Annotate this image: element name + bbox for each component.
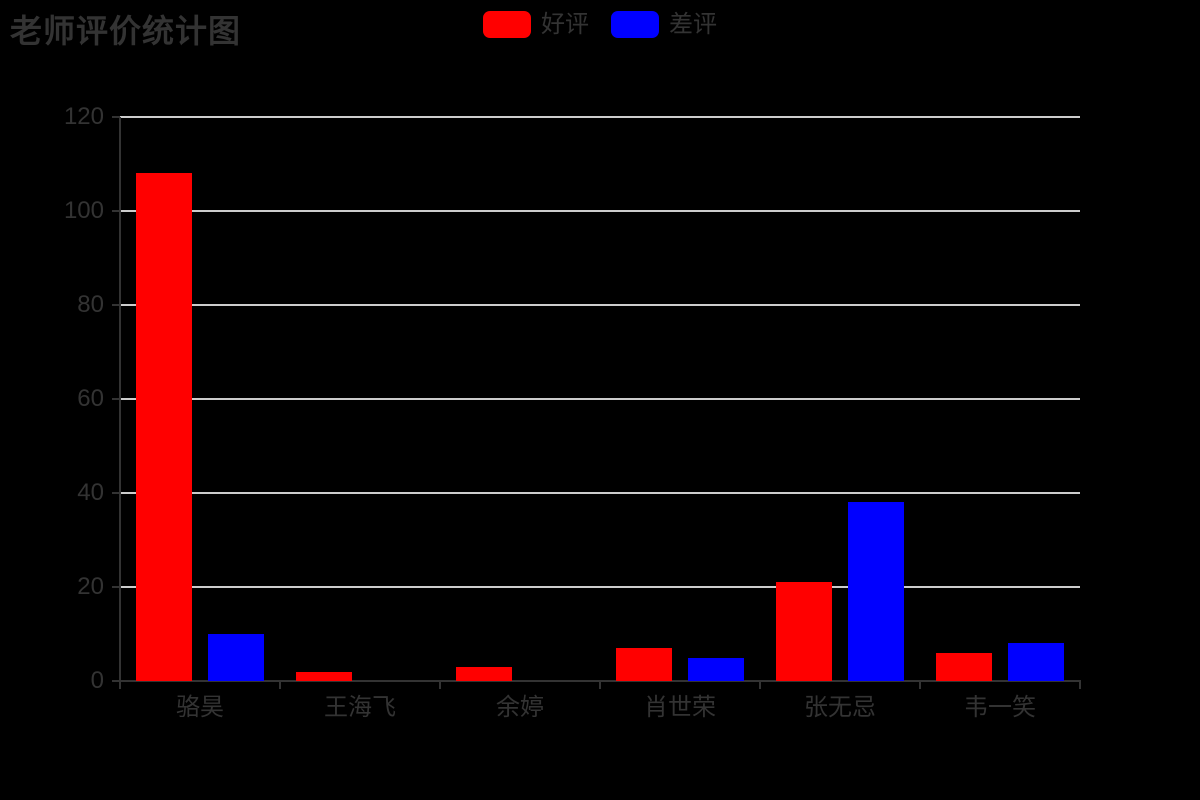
y-axis-label: 80 xyxy=(77,291,104,318)
y-tick xyxy=(112,116,120,118)
y-axis-label: 100 xyxy=(63,197,104,224)
x-tick xyxy=(439,681,441,689)
x-tick xyxy=(599,681,601,689)
x-tick xyxy=(119,681,121,689)
bar-positive-5[interactable] xyxy=(936,652,992,681)
y-axis-line xyxy=(119,117,121,682)
legend-item-positive[interactable]: 好评 xyxy=(483,11,589,38)
bar-positive-2[interactable] xyxy=(456,666,512,681)
chart-title: 老师评价统计图 xyxy=(10,13,242,49)
gridline xyxy=(120,398,1080,400)
bar-negative-4[interactable] xyxy=(848,502,904,681)
x-axis-label: 骆昊 xyxy=(176,694,224,721)
y-axis-label: 60 xyxy=(77,385,104,412)
legend-item-negative[interactable]: 差评 xyxy=(611,11,717,38)
y-axis-label: 40 xyxy=(77,479,104,506)
y-axis-label: 120 xyxy=(63,103,104,130)
bar-negative-0[interactable] xyxy=(208,634,264,681)
x-tick xyxy=(919,681,921,689)
legend: 好评 差评 xyxy=(0,11,1200,38)
x-tick xyxy=(1079,681,1081,689)
bar-positive-4[interactable] xyxy=(776,582,832,681)
y-axis-label: 0 xyxy=(90,667,104,694)
gridline xyxy=(120,116,1080,118)
plot-area: 0 20 40 60 80 100 120 骆昊 王海飞 余婷 肖世荣 张无忌 韦一笑 xyxy=(64,103,1081,721)
y-tick xyxy=(112,210,120,212)
y-tick xyxy=(112,586,120,588)
legend-label-negative: 差评 xyxy=(669,11,717,38)
bar-positive-1[interactable] xyxy=(296,671,352,681)
x-axis-label: 韦一笑 xyxy=(964,694,1036,721)
y-axis-label: 20 xyxy=(77,573,104,600)
x-tick xyxy=(279,681,281,689)
x-tick xyxy=(759,681,761,689)
gridline xyxy=(120,304,1080,306)
x-axis-label: 张无忌 xyxy=(804,694,876,721)
x-axis-label: 余婷 xyxy=(496,694,544,721)
gridline xyxy=(120,492,1080,494)
bar-positive-3[interactable] xyxy=(616,648,672,681)
gridline xyxy=(120,586,1080,588)
gridline xyxy=(120,210,1080,212)
y-tick xyxy=(112,492,120,494)
legend-label-positive: 好评 xyxy=(541,11,589,38)
y-tick xyxy=(112,680,120,682)
y-tick xyxy=(112,398,120,400)
bar-negative-3[interactable] xyxy=(688,657,744,681)
bar-positive-0[interactable] xyxy=(136,173,192,681)
y-tick xyxy=(112,304,120,306)
legend-swatch-positive xyxy=(483,11,531,38)
bar-negative-5[interactable] xyxy=(1008,643,1064,681)
legend-swatch-negative xyxy=(611,11,659,38)
x-axis-label: 王海飞 xyxy=(324,694,396,721)
x-axis-label: 肖世荣 xyxy=(644,694,716,721)
